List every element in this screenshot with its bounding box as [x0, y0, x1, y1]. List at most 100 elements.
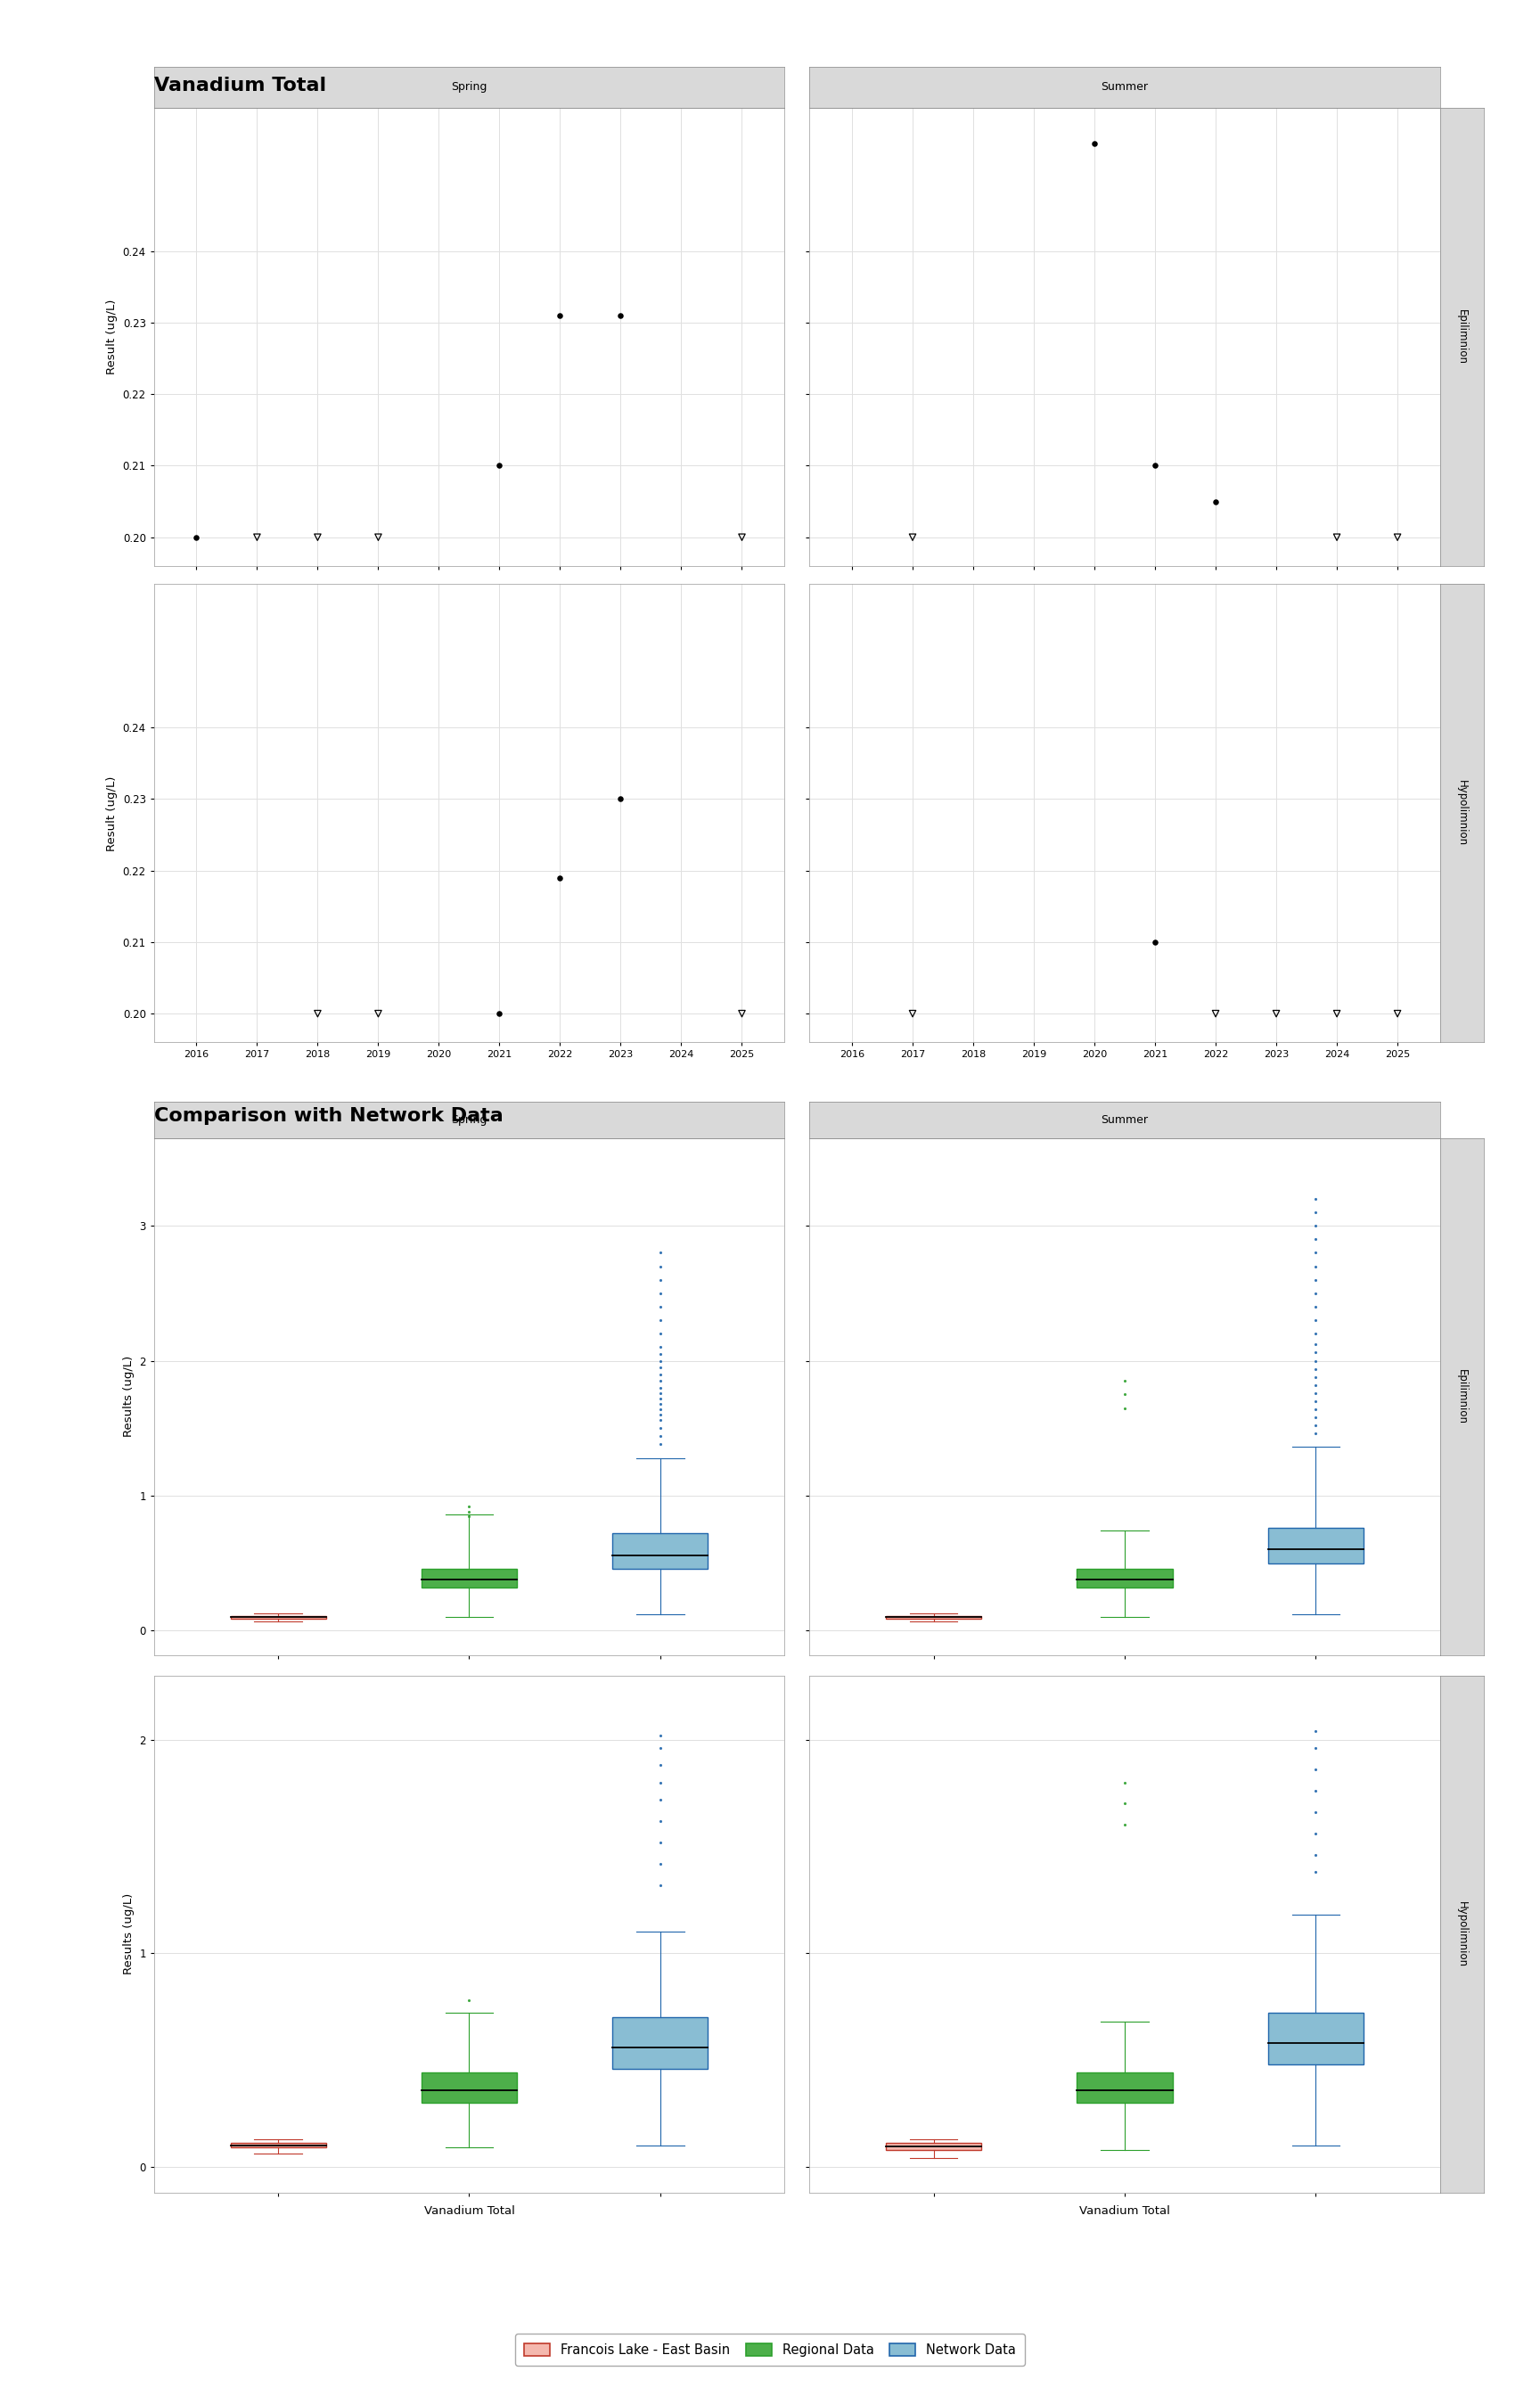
Bar: [1076, 2073, 1172, 2104]
Bar: [885, 1615, 981, 1617]
Point: [1303, 1751, 1327, 1790]
Point: [1303, 1382, 1327, 1421]
Text: Vanadium Total: Vanadium Total: [154, 77, 326, 93]
Point: [1303, 1287, 1327, 1325]
Point: [1303, 1260, 1327, 1299]
Point: [648, 1416, 673, 1454]
Point: [1303, 1711, 1327, 1749]
Point: [648, 1342, 673, 1380]
Point: [1303, 1406, 1327, 1445]
Point: [1303, 1852, 1327, 1890]
Point: [648, 1368, 673, 1406]
Point: [648, 1716, 673, 1754]
Point: [1303, 1814, 1327, 1852]
Point: [185, 518, 209, 556]
Point: [1083, 125, 1107, 163]
Point: [648, 1390, 673, 1428]
Point: [1303, 1246, 1327, 1284]
Point: [648, 1380, 673, 1418]
Point: [305, 994, 330, 1033]
Bar: [1076, 1569, 1172, 1589]
Point: [648, 1845, 673, 1883]
Point: [648, 1747, 673, 1785]
Bar: [613, 2017, 708, 2068]
Point: [1324, 994, 1349, 1033]
Point: [487, 446, 511, 484]
Bar: [422, 2073, 517, 2104]
Point: [648, 1385, 673, 1423]
Point: [648, 1287, 673, 1325]
Point: [901, 994, 926, 1033]
Bar: [231, 1615, 326, 1617]
Point: [1303, 1373, 1327, 1411]
Point: [648, 1402, 673, 1440]
Point: [648, 1234, 673, 1272]
Point: [1203, 482, 1227, 520]
Point: [1303, 1301, 1327, 1339]
Y-axis label: Result (ug/L): Result (ug/L): [106, 776, 117, 851]
Y-axis label: Results (ug/L): Results (ug/L): [123, 1356, 134, 1438]
Point: [648, 1301, 673, 1339]
Point: [1203, 994, 1227, 1033]
Point: [648, 1315, 673, 1354]
Point: [1303, 1315, 1327, 1354]
Point: [648, 1409, 673, 1447]
Point: [648, 1260, 673, 1299]
Point: [1384, 994, 1409, 1033]
Point: [1303, 1220, 1327, 1258]
Point: [648, 1866, 673, 1905]
Point: [1303, 1179, 1327, 1217]
Point: [1303, 1414, 1327, 1452]
Point: [305, 518, 330, 556]
Point: [1303, 1730, 1327, 1768]
Point: [1303, 1359, 1327, 1397]
Point: [648, 1275, 673, 1313]
Point: [730, 518, 755, 556]
Point: [648, 1802, 673, 1840]
Point: [1303, 1399, 1327, 1438]
Point: [1303, 1835, 1327, 1874]
Point: [367, 994, 391, 1033]
Point: [1303, 1390, 1327, 1428]
Point: [901, 518, 926, 556]
Point: [457, 1981, 482, 2020]
Point: [648, 1349, 673, 1387]
Point: [608, 779, 633, 817]
Point: [1303, 1771, 1327, 1809]
Point: [648, 1394, 673, 1433]
Point: [245, 518, 270, 556]
Point: [1112, 1807, 1137, 1845]
Bar: [613, 1533, 708, 1569]
Legend: Francois Lake - East Basin, Regional Data, Network Data: Francois Lake - East Basin, Regional Dat…: [516, 2334, 1024, 2365]
Point: [1303, 1792, 1327, 1831]
Point: [1324, 518, 1349, 556]
Point: [548, 297, 573, 335]
Point: [457, 1488, 482, 1526]
Point: [1303, 1342, 1327, 1380]
Point: [487, 994, 511, 1033]
Point: [648, 1356, 673, 1394]
Point: [1112, 1785, 1137, 1823]
Text: Comparison with Network Data: Comparison with Network Data: [154, 1107, 504, 1124]
Point: [1143, 922, 1167, 961]
Point: [648, 1823, 673, 1862]
Point: [548, 858, 573, 896]
Point: [1303, 1275, 1327, 1313]
Point: [1112, 1375, 1137, 1414]
Point: [1303, 1335, 1327, 1373]
Bar: [1267, 1529, 1363, 1562]
Point: [648, 1246, 673, 1284]
Point: [1264, 994, 1289, 1033]
X-axis label: Vanadium Total: Vanadium Total: [424, 2204, 514, 2216]
Bar: [231, 2144, 326, 2147]
Point: [648, 1327, 673, 1366]
Point: [648, 1426, 673, 1464]
Point: [457, 1493, 482, 1531]
Point: [608, 297, 633, 335]
Point: [1384, 518, 1409, 556]
Point: [1303, 1349, 1327, 1387]
Point: [1143, 446, 1167, 484]
Point: [1112, 1763, 1137, 1802]
Point: [367, 518, 391, 556]
Point: [648, 1780, 673, 1819]
